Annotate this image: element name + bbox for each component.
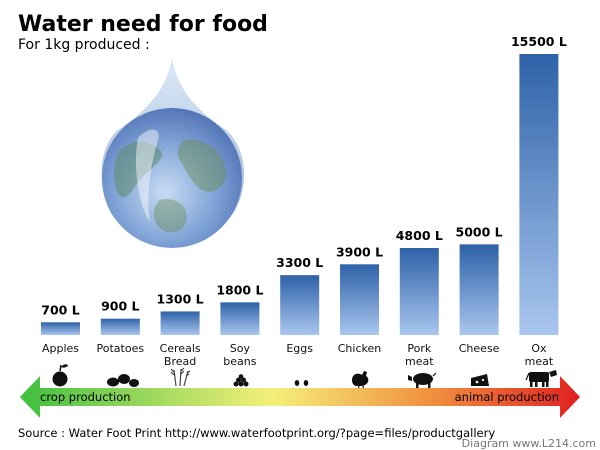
bar-1	[100, 318, 140, 335]
value-labels-group: 700 L 900 L 1300 L 1800 L 3300 L 3900 L 4800 L…	[41, 34, 567, 317]
value-label-6: 4800 L	[396, 228, 443, 243]
cheese-icon	[471, 374, 489, 386]
bar-4	[280, 275, 320, 335]
bar-2	[160, 311, 200, 335]
category-label-0: Apples	[42, 342, 79, 355]
soybeans-icon	[233, 374, 249, 387]
bar-8	[519, 54, 559, 335]
value-label-1: 900 L	[101, 299, 139, 314]
bar-3	[220, 302, 260, 335]
value-label-4: 3300 L	[276, 255, 323, 270]
category-label-4: Eggs	[286, 342, 313, 355]
category-label-6: Pork meat	[405, 342, 434, 368]
category-label-7: Cheese	[459, 342, 500, 355]
category-label-2: Cereals Bread	[160, 342, 201, 368]
pig-icon	[408, 372, 437, 388]
value-label-0: 700 L	[41, 302, 79, 317]
apple-icon	[52, 364, 68, 387]
animal-production-label: animal production	[455, 390, 559, 404]
bar-0	[41, 322, 80, 335]
wheat-icon	[170, 367, 191, 387]
bar-6	[399, 247, 439, 335]
crop-production-label: crop production	[40, 390, 131, 404]
food-icons	[52, 364, 557, 391]
potatoes-icon	[107, 374, 139, 387]
category-label-5: Chicken	[338, 342, 382, 355]
bar-7	[459, 244, 499, 335]
eggs-icon	[294, 380, 309, 386]
category-label-3: Soy beans	[223, 342, 256, 368]
value-label-8: 15500 L	[511, 34, 567, 49]
bar-5	[340, 264, 379, 335]
value-label-7: 5000 L	[456, 224, 503, 239]
category-labels-group: Apples Potatoes Cereals Bread Soy beans Eggs Ch…	[42, 342, 554, 368]
bars-group	[41, 54, 559, 335]
water-drop-earth-image	[101, 58, 244, 248]
chart-subtitle: For 1kg produced :	[18, 37, 150, 53]
source-text: Source : Water Foot Print http://www.wat…	[18, 426, 495, 440]
chicken-icon	[352, 371, 369, 391]
credit-text: Diagram www.L214.com	[462, 437, 596, 450]
category-label-8: Ox meat	[525, 342, 554, 368]
value-label-2: 1300 L	[157, 291, 204, 306]
value-label-5: 3900 L	[336, 244, 383, 259]
crop-animal-scale-arrow: crop production animal production	[20, 376, 580, 418]
category-label-1: Potatoes	[97, 342, 145, 355]
chart-title: Water need for food	[18, 12, 268, 37]
cow-icon	[525, 370, 557, 387]
value-label-3: 1800 L	[216, 282, 263, 297]
